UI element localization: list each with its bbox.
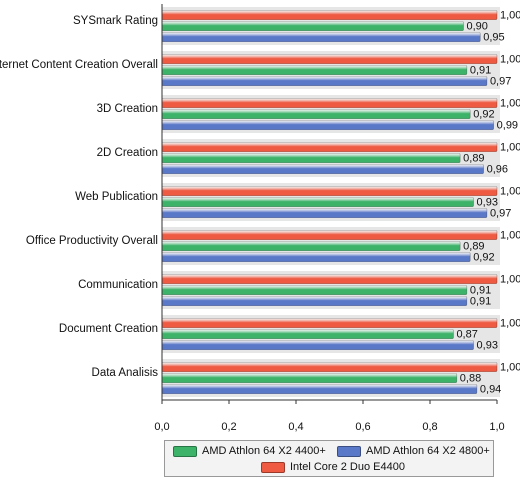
bar	[161, 53, 498, 65]
legend-item-athlon-4800: AMD Athlon 64 X2 4800+	[337, 445, 490, 457]
category-label: 3D Creation	[97, 103, 158, 115]
bar	[161, 240, 461, 252]
data-label: 0,87	[456, 328, 477, 340]
bar	[161, 251, 471, 263]
data-label: 0,97	[490, 207, 511, 219]
bar	[161, 196, 474, 208]
category-label: Communication	[78, 279, 158, 291]
data-label: 0,89	[463, 240, 484, 252]
category-label: Web Publication	[75, 191, 158, 203]
data-label: 1,00	[500, 229, 520, 241]
bar	[161, 229, 498, 241]
category-label: 2D Creation	[97, 147, 158, 159]
data-label: 1,00	[500, 317, 520, 329]
legend-swatch-athlon-4400	[173, 445, 197, 457]
bar	[161, 31, 481, 43]
bar	[161, 284, 468, 296]
data-label: 1,00	[500, 141, 520, 153]
data-label: 0,91	[470, 284, 491, 296]
category-label: Office Productivity Overall	[26, 235, 158, 247]
bar	[161, 108, 471, 120]
data-label: 0,91	[470, 64, 491, 76]
bar	[161, 328, 454, 340]
x-tick-label: 0,2	[221, 421, 236, 433]
bar	[161, 141, 498, 153]
data-label: 0,93	[477, 339, 498, 351]
legend-label-athlon-4400: AMD Athlon 64 X2 4400+	[202, 445, 326, 457]
data-label: 1,00	[500, 97, 520, 109]
legend-swatch-core2-e4400	[261, 461, 285, 473]
bar	[161, 361, 498, 373]
data-label: 0,92	[473, 108, 494, 120]
bar	[161, 372, 458, 384]
data-label: 1,00	[500, 185, 520, 197]
data-label: 1,00	[500, 273, 520, 285]
x-tick-label: 0,8	[422, 421, 437, 433]
data-label: 0,89	[463, 152, 484, 164]
x-tick-label: 0,4	[288, 421, 303, 433]
data-label: 0,95	[483, 31, 504, 43]
category-label: Document Creation	[59, 323, 158, 335]
legend-item-core2-e4400: Intel Core 2 Duo E4400	[261, 461, 405, 473]
bar	[161, 119, 494, 131]
bar	[161, 163, 484, 175]
data-label: 1,00	[500, 9, 520, 21]
data-label: 0,88	[460, 372, 481, 384]
bar	[161, 75, 488, 87]
bar	[161, 9, 498, 21]
category-label: SYSmark Rating	[73, 15, 158, 27]
data-label: 0,90	[467, 20, 488, 32]
legend-label-athlon-4800: AMD Athlon 64 X2 4800+	[366, 445, 490, 457]
data-label: 0,96	[487, 163, 508, 175]
bar	[161, 185, 498, 197]
x-tick-label: 0,0	[154, 421, 169, 433]
legend-swatch-athlon-4800	[337, 445, 361, 457]
legend-label-core2-e4400: Intel Core 2 Duo E4400	[290, 461, 405, 473]
legend-item-athlon-4400: AMD Athlon 64 X2 4400+	[173, 445, 326, 457]
bar	[161, 207, 488, 219]
data-label: 1,00	[500, 361, 520, 373]
category-label: Data Analisis	[92, 367, 159, 379]
bar	[161, 383, 478, 395]
data-label: 0,94	[480, 383, 501, 395]
data-label: 0,99	[497, 119, 518, 131]
bar	[161, 97, 498, 109]
bar	[161, 339, 474, 351]
category-label: Internet Content Creation Overall	[0, 59, 158, 71]
bar	[161, 64, 468, 76]
chart-legend: AMD Athlon 64 X2 4400+ AMD Athlon 64 X2 …	[164, 440, 494, 477]
bar	[161, 152, 461, 164]
bar	[161, 273, 498, 285]
data-label: 0,97	[490, 75, 511, 87]
bar	[161, 295, 468, 307]
data-label: 0,93	[477, 196, 498, 208]
bar	[161, 317, 498, 329]
data-label: 0,91	[470, 295, 491, 307]
x-tick-label: 0,6	[355, 421, 370, 433]
data-label: 0,92	[473, 251, 494, 263]
x-tick-label: 1,0	[489, 421, 504, 433]
data-label: 1,00	[500, 53, 520, 65]
bar	[161, 20, 464, 32]
